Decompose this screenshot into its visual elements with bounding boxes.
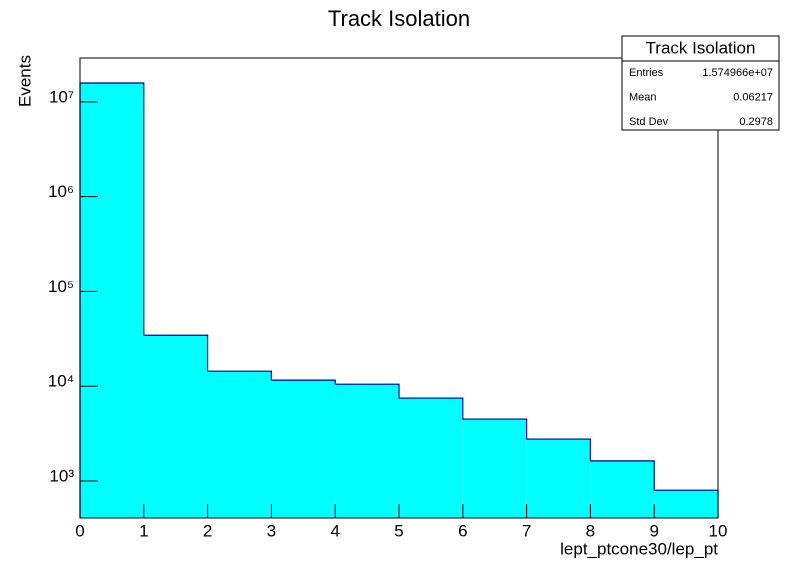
bar [526, 439, 591, 518]
x-tick-label: 5 [394, 521, 403, 540]
x-tick-label: 8 [586, 521, 595, 540]
bar [590, 460, 655, 518]
stats-value: 1.574966e+07 [702, 67, 773, 79]
y-tick-label: 10⁴ [48, 372, 74, 391]
x-tick-label: 0 [75, 521, 84, 540]
stats-value: 0.06217 [733, 91, 773, 103]
stats-title: Track Isolation [646, 38, 756, 57]
stats-label: Mean [629, 91, 657, 103]
stats-label: Entries [629, 67, 664, 79]
y-axis-label: Events [15, 55, 34, 107]
x-axis-label: lept_ptcone30/lep_pt [560, 539, 718, 558]
x-tick-label: 3 [267, 521, 276, 540]
x-tick-label: 4 [330, 521, 339, 540]
x-tick-label: 7 [522, 521, 531, 540]
x-tick-label: 6 [458, 521, 467, 540]
x-tick-label: 9 [649, 521, 658, 540]
stats-label: Std Dev [629, 116, 669, 128]
bar [271, 380, 336, 518]
bar [335, 384, 399, 518]
y-tick-label: 10³ [49, 466, 74, 485]
bar [143, 335, 208, 518]
x-tick-label: 1 [139, 521, 148, 540]
y-tick-label: 10⁵ [48, 277, 74, 296]
x-tick-label: 2 [203, 521, 212, 540]
chart-title: Track Isolation [328, 6, 470, 31]
y-tick-label: 10⁷ [49, 87, 74, 106]
bar [654, 490, 718, 518]
histogram-outline [79, 82, 719, 518]
bar [80, 83, 144, 518]
stats-box [621, 35, 780, 131]
bar [399, 398, 463, 518]
stats-value: 0.2978 [739, 116, 773, 128]
x-tick-label: 10 [709, 521, 728, 540]
bar [207, 371, 272, 518]
y-tick-label: 10⁶ [48, 182, 74, 201]
bar [462, 419, 527, 518]
